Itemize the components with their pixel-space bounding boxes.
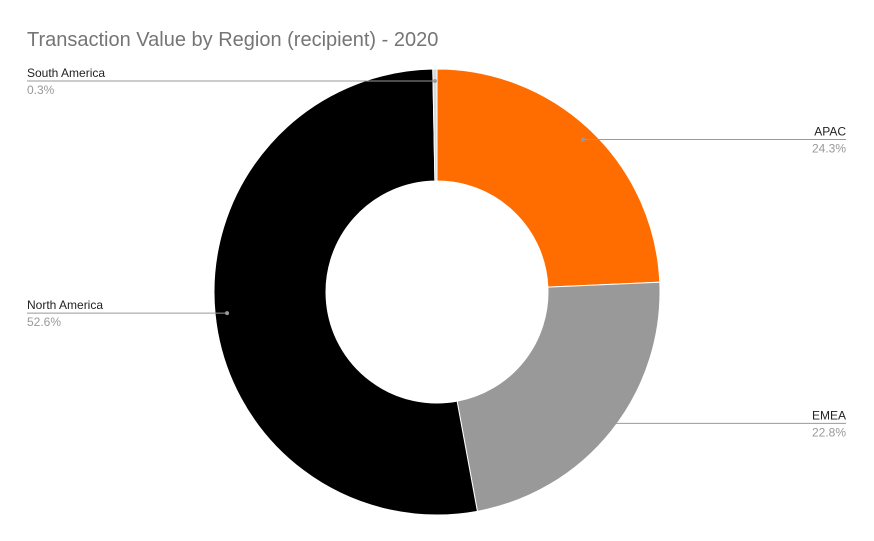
slice-value-label: 22.8% — [812, 425, 846, 439]
slice-value-label: 24.3% — [812, 142, 846, 156]
leader-dot — [433, 79, 438, 84]
chart-title: Transaction Value by Region (recipient) … — [27, 29, 438, 51]
donut-slice — [456, 281, 661, 512]
slice-value-label: 52.6% — [27, 315, 61, 329]
leader-dot — [225, 311, 230, 316]
slice-value-label: 0.3% — [27, 83, 55, 97]
leader-dot — [600, 421, 605, 426]
slice-label: APAC — [814, 125, 846, 139]
slice-label: EMEA — [812, 408, 846, 422]
donut-slice — [213, 68, 478, 516]
slice-label: North America — [27, 298, 103, 312]
donut-slice — [432, 68, 438, 182]
slice-label: South America — [27, 66, 105, 80]
donut-slice — [436, 68, 661, 288]
leader-dot — [580, 137, 585, 142]
